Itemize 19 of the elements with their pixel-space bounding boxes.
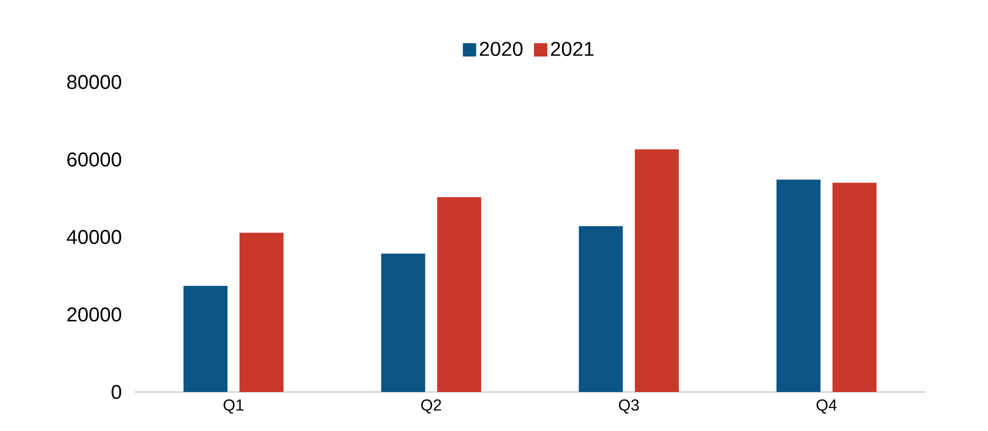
bar <box>184 286 228 392</box>
bar <box>832 182 876 392</box>
bar <box>578 226 623 392</box>
y-tick-label: 20000 <box>67 307 122 322</box>
bar <box>634 149 679 392</box>
legend-label: 2020 <box>480 42 523 56</box>
y-tick-label: 0 <box>112 384 122 400</box>
bar <box>437 197 482 392</box>
legend-label: 2021 <box>551 42 594 56</box>
x-tick-label: Q1 <box>224 399 244 414</box>
x-tick-label: Q2 <box>421 399 442 414</box>
x-tick-label: Q4 <box>816 399 837 414</box>
y-tick-label: 80000 <box>67 74 122 90</box>
bar <box>381 254 426 392</box>
y-tick-label: 60000 <box>67 152 122 167</box>
bar <box>776 180 820 392</box>
bar <box>240 232 284 392</box>
x-tick-label: Q3 <box>618 399 639 414</box>
y-tick-label: 40000 <box>66 230 122 244</box>
